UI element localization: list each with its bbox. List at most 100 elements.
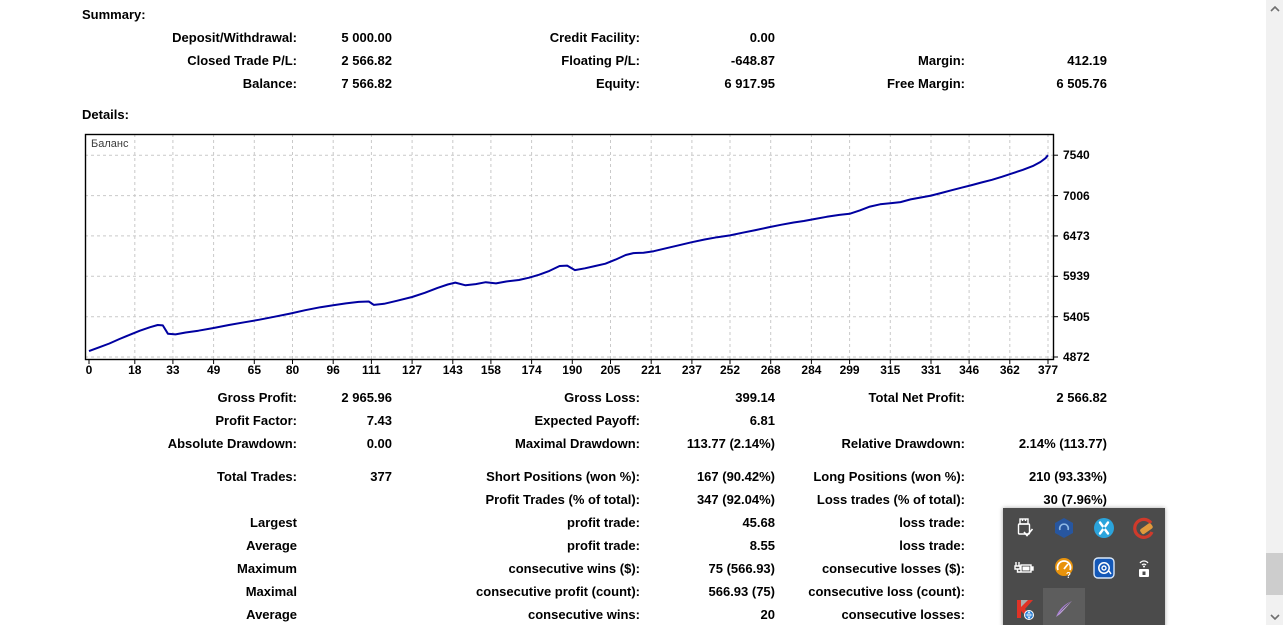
svg-text:?: ? xyxy=(1066,571,1071,579)
kaspersky-icon[interactable] xyxy=(1013,598,1035,620)
stat-label: Profit Trades (% of total): xyxy=(485,492,640,507)
trades-table: Total Trades: 377 Short Positions (won %):… xyxy=(0,465,1107,625)
report-row: Balance: 7 566.82 Equity: 6 917.95 Free Marg… xyxy=(0,72,1107,95)
stat-value: 0.00 xyxy=(749,30,775,45)
report-row: Maximum consecutive wins ($): 75 (566.93) c… xyxy=(0,557,1107,580)
x-tick-label: 284 xyxy=(801,363,822,377)
stat-value: 7 566.82 xyxy=(341,76,392,91)
blue-x-app-icon[interactable] xyxy=(1093,517,1115,539)
stat-value: 399.14 xyxy=(735,390,775,405)
stat-value: 2.14% (113.77) xyxy=(1018,436,1107,451)
y-tick-label: 4872 xyxy=(1063,349,1090,364)
swirl-app-icon[interactable] xyxy=(1093,557,1115,579)
stat-value: 5 000.00 xyxy=(341,30,392,45)
summary-table: Deposit/Withdrawal: 5 000.00 Credit Facili… xyxy=(0,26,1107,95)
x-tick-label: 315 xyxy=(880,363,901,377)
power-battery-icon[interactable] xyxy=(1013,557,1035,579)
x-tick-label: 221 xyxy=(641,363,662,377)
report-row: Total Trades: 377 Short Positions (won %):… xyxy=(0,465,1107,488)
report-row: Absolute Drawdown: 0.00 Maximal Drawdown: 1… xyxy=(0,432,1107,455)
report-row: Average consecutive wins: 20 consecutive lo… xyxy=(0,603,1107,625)
stat-label: Balance: xyxy=(242,76,297,91)
stat-value: 8.55 xyxy=(749,538,775,553)
stat-label: Short Positions (won %): xyxy=(486,469,640,484)
stat-value: 566.93 (75) xyxy=(708,584,776,599)
stat-label: Total Net Profit: xyxy=(868,390,965,405)
stat-label: Margin: xyxy=(918,53,965,68)
stat-value: 347 (92.04%) xyxy=(696,492,775,507)
x-tick-label: 190 xyxy=(562,363,583,377)
hexagon-app-icon[interactable] xyxy=(1053,517,1075,539)
scrollbar-thumb[interactable] xyxy=(1266,553,1283,595)
report-row: Largest profit trade: 45.68 loss trade: xyxy=(0,511,1107,534)
chart-legend-balance: Баланс xyxy=(91,138,129,150)
stat-label: profit trade: xyxy=(567,538,640,553)
x-tick-label: 18 xyxy=(128,363,142,377)
y-tick-label: 6473 xyxy=(1063,228,1090,243)
vertical-scrollbar[interactable] xyxy=(1266,0,1283,625)
x-tick-label: 80 xyxy=(285,363,300,377)
stat-value: 30 (7.96%) xyxy=(1043,492,1107,507)
x-tick-label: 299 xyxy=(839,363,860,377)
stat-label: Credit Facility: xyxy=(549,30,640,45)
stat-value: 2 566.82 xyxy=(1056,390,1107,405)
stat-label: Average xyxy=(246,607,297,622)
stat-label: profit trade: xyxy=(567,515,640,530)
stat-label: Expected Payoff: xyxy=(534,413,640,428)
x-tick-label: 65 xyxy=(247,363,262,377)
stat-label: consecutive wins ($): xyxy=(508,561,640,576)
balance-chart-canvas xyxy=(84,133,1058,364)
stat-value: 167 (90.42%) xyxy=(696,469,775,484)
stat-label: Equity: xyxy=(595,76,640,91)
stat-value: -648.87 xyxy=(730,53,775,68)
scroll-down-button[interactable] xyxy=(1266,608,1283,625)
stat-label: consecutive loss (count): xyxy=(808,584,965,599)
gauge-app-icon[interactable]: ? xyxy=(1053,557,1075,580)
stat-value: 2 566.82 xyxy=(341,53,392,68)
stat-label: consecutive wins: xyxy=(528,607,640,622)
stat-label: Relative Drawdown: xyxy=(841,436,965,451)
stat-label: Closed Trade P/L: xyxy=(187,53,297,68)
x-tick-label: 158 xyxy=(480,363,501,377)
feather-app-icon[interactable] xyxy=(1053,598,1075,620)
scroll-up-button[interactable] xyxy=(1266,0,1283,17)
stat-label: Long Positions (won %): xyxy=(813,469,965,484)
x-tick-label: 346 xyxy=(959,363,980,377)
stat-label: consecutive losses ($): xyxy=(821,561,965,576)
x-tick-label: 111 xyxy=(361,363,381,377)
x-tick-label: 205 xyxy=(600,363,621,377)
stat-label: consecutive losses: xyxy=(841,607,965,622)
stat-value: 210 (93.33%) xyxy=(1028,469,1107,484)
stat-label: Maximal xyxy=(245,584,297,599)
stat-value: 45.68 xyxy=(742,515,775,530)
tray-overflow-popup: ? xyxy=(1003,508,1165,625)
x-tick-label: 252 xyxy=(720,363,741,377)
report-row: Profit Factor: 7.43 Expected Payoff: 6.81 xyxy=(0,409,1107,432)
x-tick-label: 237 xyxy=(681,363,702,377)
usb-drive-icon[interactable] xyxy=(1013,517,1035,539)
x-tick-label: 143 xyxy=(442,363,463,377)
hotspot-lock-icon[interactable] xyxy=(1133,557,1155,579)
x-tick-label: 49 xyxy=(206,363,221,377)
x-tick-label: 362 xyxy=(999,363,1020,377)
x-tick-label: 377 xyxy=(1037,363,1059,377)
y-tick-label: 5405 xyxy=(1063,309,1090,324)
report-row: Closed Trade P/L: 2 566.82 Floating P/L: -6… xyxy=(0,49,1107,72)
x-tick-label: 268 xyxy=(760,363,781,377)
stat-label: Average xyxy=(246,538,297,553)
stat-label: loss trade: xyxy=(899,515,965,530)
stat-value: 113.77 (2.14%) xyxy=(686,436,775,451)
x-tick-label: 174 xyxy=(521,363,542,377)
summary-title: Summary: xyxy=(82,7,146,22)
ccleaner-icon[interactable] xyxy=(1133,517,1155,539)
stat-label: Gross Loss: xyxy=(564,390,640,405)
stat-value: 20 xyxy=(760,607,775,622)
stat-label: loss trade: xyxy=(899,538,965,553)
stat-value: 377 xyxy=(370,469,392,484)
report-row: Maximal consecutive profit (count): 566.93… xyxy=(0,580,1107,603)
stat-value: 0.00 xyxy=(366,436,392,451)
report-row: Deposit/Withdrawal: 5 000.00 Credit Facili… xyxy=(0,26,1107,49)
stat-value: 75 (566.93) xyxy=(708,561,776,576)
stat-label: Free Margin: xyxy=(886,76,965,91)
report-row: Gross Profit: 2 965.96 Gross Loss: 399.14 To… xyxy=(0,386,1107,409)
